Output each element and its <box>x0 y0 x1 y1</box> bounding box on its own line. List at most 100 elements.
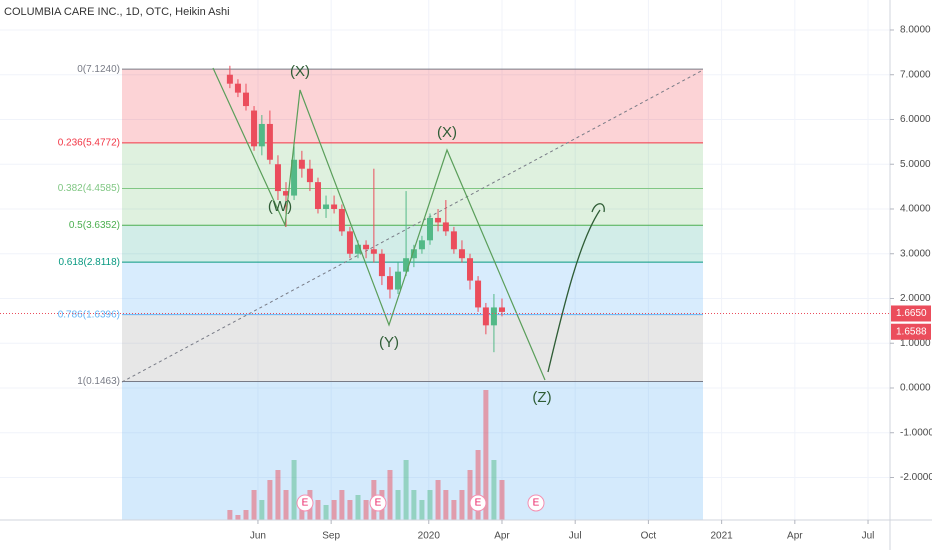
event-marker[interactable] <box>527 494 545 512</box>
volume-bar <box>443 490 449 520</box>
volume-bar <box>323 505 329 520</box>
candle-body <box>338 208 345 232</box>
y-tick-label: 5.0000 <box>900 159 931 170</box>
candle-body <box>242 92 249 107</box>
candle-body <box>346 231 353 254</box>
x-tick-label: Oct <box>641 531 657 542</box>
fib-zone <box>122 314 703 382</box>
axes: 8.0000 7.0000 6.0000 5.0000 4.0000 3.0000 2.00… <box>0 25 932 542</box>
wave-label: (X) <box>290 63 310 80</box>
y-tick-label: 7.0000 <box>900 69 931 80</box>
wave-label: (X) <box>437 124 457 141</box>
candles <box>226 65 505 353</box>
volume-bar <box>475 450 481 520</box>
fib-zone <box>122 262 703 315</box>
volume-bar <box>291 460 297 520</box>
wave-label: (W) <box>268 198 292 215</box>
candle-body <box>482 307 489 326</box>
y-tick-label: 2.0000 <box>900 293 931 304</box>
candle-body <box>291 159 298 196</box>
volume-bar <box>283 490 289 520</box>
candle-body <box>234 83 241 93</box>
volume-bar <box>419 500 425 520</box>
candle-body <box>450 231 457 250</box>
price-label: 1.6650 <box>896 308 927 319</box>
wave-label: (Z) <box>532 389 551 406</box>
event-label: E <box>533 498 540 509</box>
fib-retracement: 0(7.1240) 0.236(5.4772) 0.382(4.4585) 0.5(3… <box>58 64 703 520</box>
volume-bar <box>499 480 505 520</box>
volume-bar <box>411 490 417 520</box>
x-tick-label: Jun <box>250 531 266 542</box>
candle-body <box>314 182 321 209</box>
fib-zone <box>122 69 703 143</box>
volume-bar <box>315 500 321 520</box>
price-label-box <box>891 305 931 322</box>
candle-body <box>331 204 338 209</box>
event-label: E <box>375 498 382 509</box>
event-marker[interactable] <box>369 494 387 512</box>
candle-body <box>442 222 449 232</box>
event-marker[interactable] <box>469 494 487 512</box>
candle-body <box>418 240 425 250</box>
event-marker[interactable] <box>296 494 314 512</box>
fib-label: 0.618(2.8118) <box>58 257 120 268</box>
candle-body <box>458 249 465 259</box>
fib-label: 0.786(1.6396) <box>58 309 120 320</box>
fib-label: 0.236(5.4772) <box>58 138 120 149</box>
volume-bar <box>395 490 401 520</box>
candle-body <box>378 253 385 277</box>
events: E E E E <box>296 494 545 512</box>
candle-body <box>386 276 393 290</box>
x-tick-label: Apr <box>494 531 510 542</box>
volume-bar <box>355 495 361 520</box>
candle-body <box>258 123 265 147</box>
volume-bar <box>451 500 457 520</box>
fib-label: 0(7.1240) <box>77 64 120 75</box>
candle-body <box>251 110 258 147</box>
candle-body <box>283 191 290 196</box>
volume-bar <box>467 470 473 520</box>
volume-bar <box>363 500 369 520</box>
y-tick-label: 6.0000 <box>900 114 931 125</box>
event-label: E <box>302 498 309 509</box>
fib-label: 0.5(3.6352) <box>69 220 120 231</box>
candle-body <box>370 249 377 254</box>
y-tick-label: 0.0000 <box>900 383 931 394</box>
candle-body <box>475 280 482 308</box>
arrow-head <box>591 203 605 213</box>
volume-bar <box>275 470 281 520</box>
price-label: 1.6588 <box>896 326 927 337</box>
x-tick-label: 2021 <box>710 531 733 542</box>
candle-body <box>298 159 305 169</box>
candle-body <box>498 307 505 312</box>
volume-bar <box>235 515 241 520</box>
x-tick-label: Apr <box>787 531 803 542</box>
x-tick-label: Jul <box>569 531 582 542</box>
chart-title: COLUMBIA CARE INC., 1D, OTC, Heikin Ashi <box>4 6 230 18</box>
volume-bar <box>267 480 273 520</box>
x-tick-label: Jul <box>862 531 875 542</box>
y-tick-label: 4.0000 <box>900 204 931 215</box>
volume-bar <box>459 490 465 520</box>
candle-body <box>426 217 433 241</box>
event-label: E <box>475 498 482 509</box>
volume-bar <box>243 510 249 520</box>
y-tick-label: 8.0000 <box>900 25 931 36</box>
x-tick-label: 2020 <box>418 531 441 542</box>
y-tick-label: -1.0000 <box>900 427 932 438</box>
candle-body <box>355 244 362 254</box>
candle-body <box>403 258 410 272</box>
candle-body <box>395 271 402 290</box>
volume <box>227 390 505 520</box>
candle-body <box>266 123 273 160</box>
grid <box>0 0 890 520</box>
candle-body <box>435 217 442 223</box>
wave-lines <box>212 67 546 381</box>
volume-bar <box>403 460 409 520</box>
y-tick-label: 1.0000 <box>900 338 931 349</box>
wave-label: (Y) <box>379 334 399 351</box>
volume-bar <box>387 470 393 520</box>
